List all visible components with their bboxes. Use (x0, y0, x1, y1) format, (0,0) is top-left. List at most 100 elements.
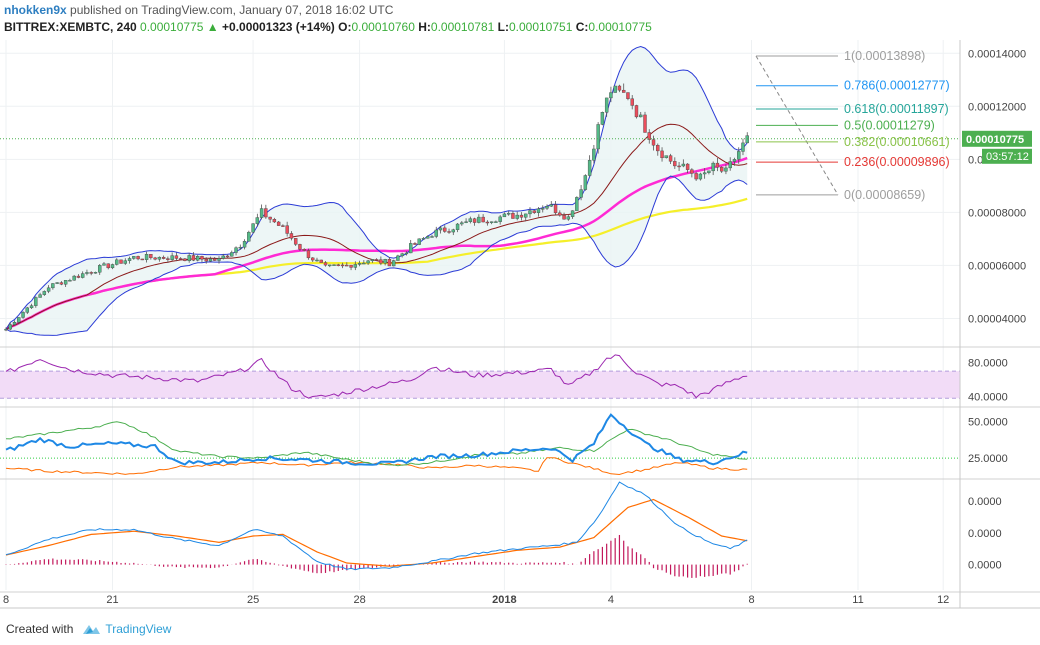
candle-body (664, 155, 668, 159)
symbol-label[interactable]: BITTREX:XEMBTC, 240 (4, 20, 137, 34)
candle-body (293, 238, 298, 245)
candle-body (400, 253, 404, 257)
axes: 0.000140000.000120000.000100000.00008000… (0, 40, 1040, 609)
candle-body (298, 244, 302, 250)
candle-body (472, 218, 477, 223)
candle-body (532, 210, 536, 213)
candle-body (489, 221, 494, 223)
time-tick-label: 8 (3, 594, 9, 606)
time-tick-label: 4 (608, 594, 614, 606)
candle-body (609, 92, 613, 99)
candle-body (430, 236, 434, 238)
candle-body (268, 216, 272, 220)
candle-body (417, 238, 421, 245)
candle-body (4, 328, 8, 331)
candle-body (468, 218, 473, 222)
candle-body (340, 264, 345, 267)
candle-body (434, 229, 438, 237)
candle-body (374, 259, 379, 261)
candle-body (238, 246, 243, 249)
candle-body (587, 160, 592, 176)
candle-body (272, 219, 277, 223)
author-link[interactable]: nhokken9x (4, 3, 67, 17)
candle-body (319, 259, 323, 263)
bollinger-upper-line (5, 45, 748, 330)
rsi-pane[interactable] (0, 354, 960, 399)
candle-body (438, 227, 443, 231)
candle-body (140, 258, 145, 261)
candle-body (144, 254, 149, 260)
candle-body (213, 258, 217, 261)
candle-body (362, 262, 366, 265)
time-tick-label: 11 (852, 594, 863, 606)
candle-body (349, 264, 353, 268)
candle-body (651, 139, 656, 146)
candle-body (485, 221, 490, 224)
candle-body (225, 255, 230, 258)
fib-level-label: 0.5(0.00011279) (844, 118, 935, 132)
candle-body (719, 167, 724, 172)
candle-body (677, 165, 681, 168)
candle-body (208, 258, 213, 262)
candle-body (536, 208, 541, 213)
candle-body (366, 260, 370, 264)
candle-body (524, 213, 528, 218)
candle-body (221, 255, 225, 259)
price-tick-label: 0.00006000 (968, 260, 1026, 272)
time-tick-label: 21 (106, 594, 118, 606)
tradingview-logo-link[interactable]: TradingView (79, 622, 171, 636)
price-tick-label: 0.00004000 (968, 313, 1026, 325)
candle-body (242, 241, 247, 248)
candle-body (85, 272, 89, 274)
bollinger-lower-line (5, 175, 748, 336)
candle-body (707, 170, 711, 173)
dmi-tick-label: 25.0000 (968, 453, 1008, 465)
candle-body (276, 221, 281, 226)
candle-body (59, 282, 64, 285)
rsi-tick-label: 40.0000 (968, 392, 1008, 404)
candle-body (106, 263, 110, 269)
dmi-pane[interactable] (0, 413, 960, 476)
cloud-icon (83, 625, 101, 634)
candle-body (404, 252, 409, 255)
candle-body (311, 257, 315, 261)
candle-body (639, 114, 643, 118)
candle-body (528, 210, 532, 215)
candle-body (68, 280, 72, 282)
fib-level-label: 0.618(0.00011897) (844, 102, 949, 116)
symbol-line: BITTREX:XEMBTC, 240 0.00010775 ▲ +0.0000… (4, 19, 1034, 36)
candle-body (281, 225, 285, 227)
candle-body (149, 254, 153, 259)
candle-body (634, 105, 639, 118)
candle-body (76, 275, 81, 278)
candle-body (80, 273, 85, 278)
candle-body (558, 212, 562, 216)
candle-body (25, 307, 29, 313)
change-arrow-icon: ▲ (206, 20, 219, 34)
candle-body (464, 221, 468, 223)
price-pane[interactable]: 1(0.00013898) 0.786(0.00012777) 0.618(0.00… (0, 40, 960, 590)
bollinger-band-fill (6, 46, 748, 336)
rsi-band-fill (0, 371, 960, 399)
candle-body (153, 257, 157, 260)
candle-body (370, 259, 375, 262)
candle-body (264, 208, 268, 218)
candle-body (451, 229, 455, 233)
macd-pane[interactable] (5, 481, 748, 578)
candle-body (178, 258, 183, 260)
candle-body (596, 124, 600, 150)
candle-body (89, 272, 93, 274)
candle-body (570, 210, 575, 217)
candle-body (647, 132, 651, 140)
candle-body (328, 264, 332, 267)
candle-body (694, 173, 698, 180)
candle-body (332, 264, 336, 266)
candle-body (46, 287, 51, 292)
candle-body (12, 321, 17, 325)
fib-level-label: 0.382(0.00010661) (844, 135, 950, 149)
candle-body (336, 264, 340, 266)
candle-body (541, 208, 545, 210)
last-price-badge (962, 130, 1032, 147)
candle-body (306, 250, 311, 259)
